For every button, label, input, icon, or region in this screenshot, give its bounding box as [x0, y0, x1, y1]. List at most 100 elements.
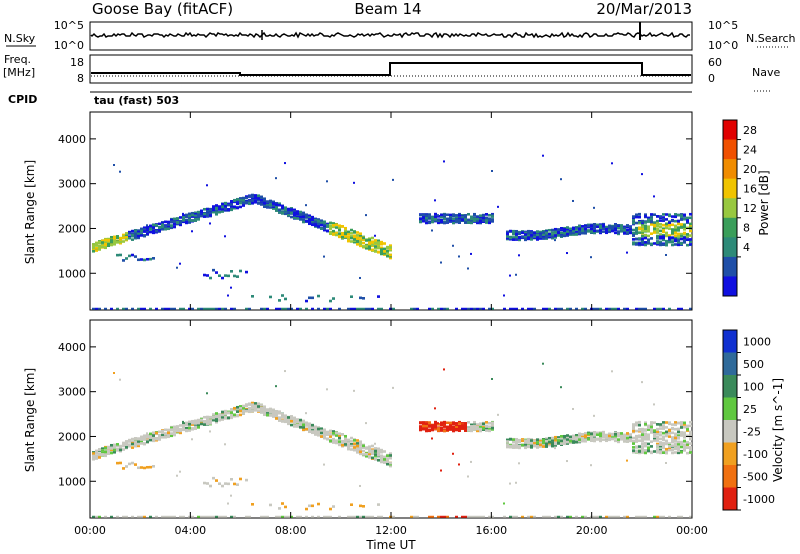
velocity-echo [653, 435, 656, 438]
velocity-echo [467, 429, 470, 432]
power-echo [332, 297, 335, 300]
velocity-echo [635, 450, 638, 454]
velocity-echo [509, 482, 511, 485]
velocity-echo [446, 515, 449, 518]
velocity-echo [527, 440, 530, 443]
power-echo [488, 219, 491, 223]
power-echo [638, 227, 641, 231]
velocity-echo [686, 424, 689, 428]
power-echo [599, 226, 602, 230]
velocity-echo [530, 515, 533, 518]
power-echo [221, 210, 224, 213]
velocity-echo [251, 407, 254, 410]
velocity-echo [377, 503, 380, 506]
power-echo [515, 234, 518, 238]
power-echo [95, 244, 98, 247]
velocity-echo [212, 415, 215, 418]
power-colorbar-swatch [723, 178, 737, 199]
velocity-echo [665, 461, 667, 464]
power-echo [581, 227, 584, 231]
power-echo [326, 229, 329, 233]
velocity-echo [332, 433, 335, 437]
velocity-echo [440, 426, 443, 430]
velocity-echo [434, 426, 437, 429]
power-echo [230, 208, 233, 212]
power-echo [668, 307, 671, 310]
velocity-echo [167, 435, 170, 439]
power-echo [662, 235, 665, 238]
velocity-echo [683, 421, 686, 425]
power-echo [440, 307, 443, 310]
power-echo [203, 307, 206, 310]
velocity-echo [146, 440, 149, 444]
velocity-echo [647, 437, 650, 441]
power-echo [584, 227, 587, 231]
velocity-echo [311, 504, 314, 508]
velocity-echo [290, 423, 293, 427]
power-echo [455, 307, 458, 310]
velocity-echo [656, 515, 659, 518]
power-echo [158, 229, 161, 232]
velocity-echo [125, 444, 128, 447]
velocity-echo [647, 442, 650, 446]
power-echo [422, 213, 425, 217]
velocity-echo [626, 459, 628, 462]
velocity-echo [359, 442, 362, 445]
velocity-echo [473, 425, 476, 429]
power-echo [659, 242, 662, 245]
power-echo [260, 197, 263, 200]
power-echo [110, 307, 113, 310]
power-echo [275, 203, 278, 206]
power-echo [650, 214, 653, 218]
power-echo [455, 219, 458, 223]
power-echo [638, 307, 641, 310]
power-echo [686, 233, 689, 236]
velocity-echo [539, 443, 542, 447]
power-echo [380, 240, 383, 244]
velocity-echo [467, 475, 469, 478]
beam-title: Beam 14 [354, 0, 421, 18]
velocity-echo [278, 416, 281, 420]
velocity-echo [596, 431, 599, 435]
velocity-echo [557, 439, 560, 442]
velocity-echo [323, 436, 326, 440]
velocity-echo [422, 422, 425, 426]
velocity-echo [317, 427, 320, 431]
velocity-echo [578, 432, 581, 436]
velocity-echo [308, 428, 311, 431]
velocity-echo [110, 443, 113, 447]
power-echo [383, 242, 386, 245]
velocity-echo [650, 451, 653, 454]
power-echo [665, 234, 668, 238]
power-echo [524, 238, 527, 241]
power-echo [152, 229, 155, 233]
velocity-echo [326, 515, 329, 518]
power-echo [149, 226, 152, 229]
velocity-echo [521, 443, 524, 447]
power-echo [446, 218, 449, 221]
velocity-echo [125, 440, 128, 443]
power-echo [374, 241, 377, 245]
power-echo [131, 234, 134, 238]
velocity-echo [515, 445, 518, 448]
power-echo [197, 307, 200, 310]
power-echo [536, 238, 539, 241]
power-echo [305, 299, 308, 303]
power-echo [347, 230, 350, 234]
power-echo [104, 246, 107, 250]
power-echo [458, 221, 461, 224]
power-echo [272, 202, 275, 205]
power-echo [647, 238, 650, 242]
velocity-echo [581, 439, 584, 443]
power-echo [314, 224, 317, 227]
power-echo [509, 307, 512, 310]
power-echo [665, 239, 668, 243]
power-echo [560, 227, 563, 230]
power-echo [188, 218, 191, 222]
velocity-echo [161, 435, 164, 439]
power-echo [443, 221, 446, 225]
velocity-echo [368, 451, 371, 454]
power-echo [140, 258, 143, 261]
power-echo [488, 217, 491, 221]
velocity-echo [437, 423, 440, 426]
